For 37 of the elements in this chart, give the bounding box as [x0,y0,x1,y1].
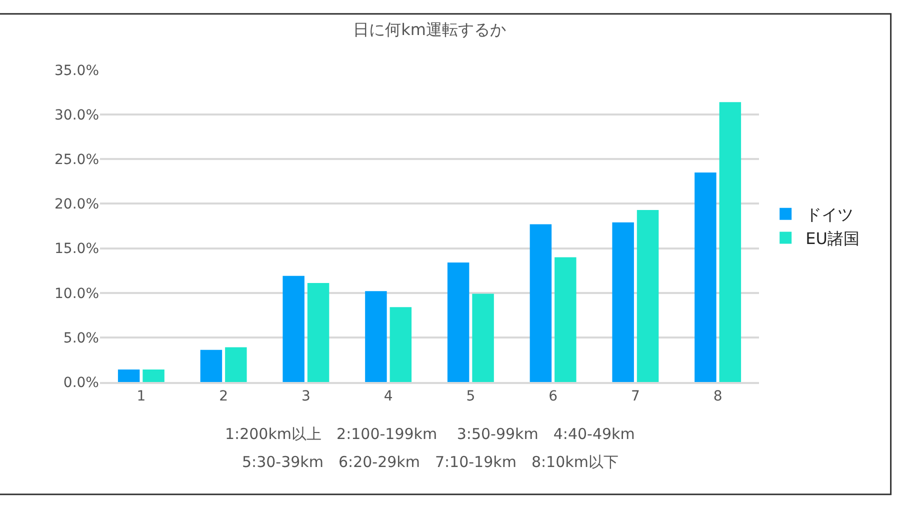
x-tick-label: 7 [630,388,640,405]
text: 5:30-39km 6:20-29km 7:10-19km 8:10km以下 [242,453,618,471]
bar [225,347,247,382]
legend-label: EU諸国 [806,228,860,248]
bar [472,294,494,382]
bar [554,257,576,382]
bar [282,276,304,382]
y-tick-label: 0.0% [63,374,99,391]
x-tick-label: 5 [466,388,476,405]
bar [612,222,634,382]
bar [719,102,742,382]
y-tick-label: 5.0% [63,330,99,346]
x-tick-label: 4 [384,388,393,405]
x-tick-label: 3 [301,388,310,405]
bar [118,370,140,382]
bar [530,224,552,382]
bar [142,370,164,382]
legend-label: ドイツ [806,205,854,224]
bar [200,350,222,382]
bar [307,283,330,382]
y-tick-label: 20.0% [54,196,99,213]
bar [447,262,470,382]
y-tick-label: 15.0% [54,241,99,258]
y-tick-label: 30.0% [54,107,99,124]
y-tick-label: 35.0% [54,62,99,79]
y-tick-label: 10.0% [54,286,99,302]
chart-title: 日に何km運転するか [353,20,506,39]
bar [390,307,412,382]
text: 1:200km以上 2:100-199km 3:50-99km 4:40-49km [225,425,635,443]
x-tick-label: 6 [548,388,558,405]
x-tick-label: 1 [136,388,146,405]
x-tick-label: 2 [219,388,228,405]
bar [365,291,387,382]
bar [636,210,659,382]
y-tick-label: 25.0% [54,152,99,168]
bar [694,172,716,382]
x-tick-label: 8 [713,388,722,405]
